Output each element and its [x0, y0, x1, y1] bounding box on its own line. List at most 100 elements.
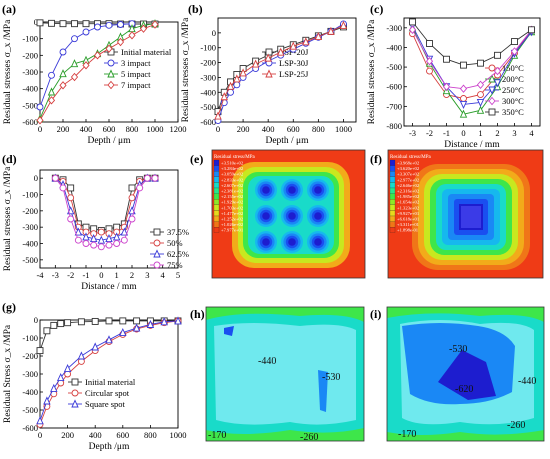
y-tick-label: -700	[386, 101, 402, 111]
x-tick-label: 600	[116, 430, 129, 440]
contour-legend-value: +3.307e+02	[397, 172, 420, 177]
x-tick-label: 400	[80, 124, 93, 134]
legend-entry: 7 impact	[121, 80, 151, 90]
contour-i-label-2: -620	[455, 384, 473, 395]
contour-legend-value: +9.927e+01	[397, 211, 420, 216]
data-point	[89, 234, 98, 243]
contour-e-legend: Residual stress/MPa+3.510e+02+3.284e+02+…	[213, 155, 255, 233]
y-tick-label: -600	[22, 117, 38, 127]
y-tick-label: -300	[386, 23, 402, 33]
legend-marker	[488, 108, 496, 116]
data-point	[493, 66, 502, 76]
legend-marker	[265, 48, 273, 56]
data-point	[128, 215, 136, 223]
data-point	[97, 228, 105, 236]
data-point	[510, 47, 519, 56]
contour-legend-swatch	[213, 159, 220, 166]
panel-label-f: (f)	[370, 152, 382, 166]
data-point	[459, 84, 468, 93]
contour-legend-swatch	[389, 187, 396, 194]
contour-legend-value: +1.252e+02	[221, 217, 244, 222]
plot-frame	[39, 169, 179, 269]
chart-a: 0 200 400 600 800 1000 1200 -600 -500 -400 -300 -20…	[3, 17, 187, 146]
y-tick-label: -100	[200, 43, 216, 53]
data-point	[50, 321, 58, 329]
data-point	[476, 80, 485, 89]
y-tick-label: -100	[22, 34, 38, 44]
contour-legend-swatch	[389, 165, 396, 172]
contour-panel-i	[387, 307, 544, 441]
y-tick-label: -300	[22, 222, 38, 232]
spot-ring	[288, 212, 296, 220]
y-tick-label: -100	[22, 190, 38, 200]
data-point	[74, 236, 82, 244]
contour-i-core	[438, 350, 496, 400]
contour-legend-value: +2.977e+02	[397, 177, 420, 182]
legend-marker	[153, 249, 161, 258]
data-point	[74, 227, 83, 236]
data-point	[120, 236, 128, 244]
data-point	[160, 317, 168, 326]
spot-ring	[314, 186, 322, 194]
contour-legend-value: +3.059e+02	[221, 172, 244, 177]
legend-entry: 75%	[167, 260, 183, 270]
data-point	[36, 103, 44, 111]
panel-label-a: (a)	[2, 2, 16, 16]
contour-h-label-4: -260	[300, 432, 318, 443]
x-axis-label: Distance / mm	[444, 140, 500, 150]
panel-label-c: (c)	[370, 2, 383, 16]
legend-marker	[71, 378, 79, 386]
contour-legend-value: +3.510e+02	[221, 161, 244, 166]
contour-i-label-4: -170	[398, 429, 416, 440]
y-tick-label: -400	[22, 84, 38, 94]
data-point	[117, 21, 124, 28]
series-line	[412, 29, 532, 90]
panel-label-g: (g)	[2, 300, 16, 314]
legend-entry: LSP-30J	[279, 58, 309, 68]
y-tick-label: 0	[34, 17, 38, 27]
legend-marker	[488, 86, 496, 95]
y-tick-label: -200	[22, 206, 38, 216]
data-point	[477, 91, 484, 99]
data-point	[47, 87, 56, 96]
legend-marker	[488, 74, 496, 83]
x-tick-label: 4	[529, 128, 534, 138]
x-tick-label: 600	[103, 124, 116, 134]
y-tick-label: -400	[200, 87, 216, 97]
contour-legend-value: +1.703e+02	[221, 205, 244, 210]
contour-legend-swatch	[213, 204, 220, 211]
contour-f-legend: Residual stress/MPa+3.968e+02+3.620e+02+…	[389, 155, 431, 233]
x-tick-label: 4	[161, 270, 166, 280]
data-point	[47, 96, 56, 105]
data-point	[425, 57, 434, 66]
contour-legend-value: +3.968e+02	[397, 161, 420, 166]
x-tick-label: -3	[52, 270, 59, 280]
y-tick-label: 0	[212, 28, 216, 38]
data-point	[476, 105, 485, 114]
legend-marker	[488, 64, 496, 72]
spot-ring	[314, 238, 322, 246]
x-tick-label: 2	[130, 270, 134, 280]
contour-legend-value: +2.607e+02	[221, 183, 244, 188]
data-point	[97, 235, 106, 244]
contour-legend-swatch	[213, 227, 220, 233]
y-tick-label: -500	[22, 255, 38, 265]
data-point	[82, 61, 90, 70]
contour-legend-swatch	[389, 171, 396, 177]
data-point	[112, 232, 121, 241]
contour-h-label-3: -170	[208, 430, 226, 441]
contour-legend-swatch	[389, 210, 396, 217]
chart-b: 0 200 400 600 800 1000 -600 -500 -400 -300 -200 -10…	[181, 17, 357, 146]
data-point	[105, 335, 113, 344]
data-point	[442, 82, 451, 91]
data-point	[113, 240, 121, 247]
data-point	[426, 40, 433, 47]
contour-legend-swatch	[389, 204, 396, 211]
y-tick-label: -500	[200, 102, 216, 112]
y-tick-label: -600	[386, 82, 402, 92]
contour-legend-value: +1.026e+02	[221, 222, 244, 227]
data-point	[459, 109, 468, 118]
data-point	[36, 116, 44, 125]
data-point	[120, 227, 129, 236]
contour-legend-swatch	[213, 171, 220, 177]
